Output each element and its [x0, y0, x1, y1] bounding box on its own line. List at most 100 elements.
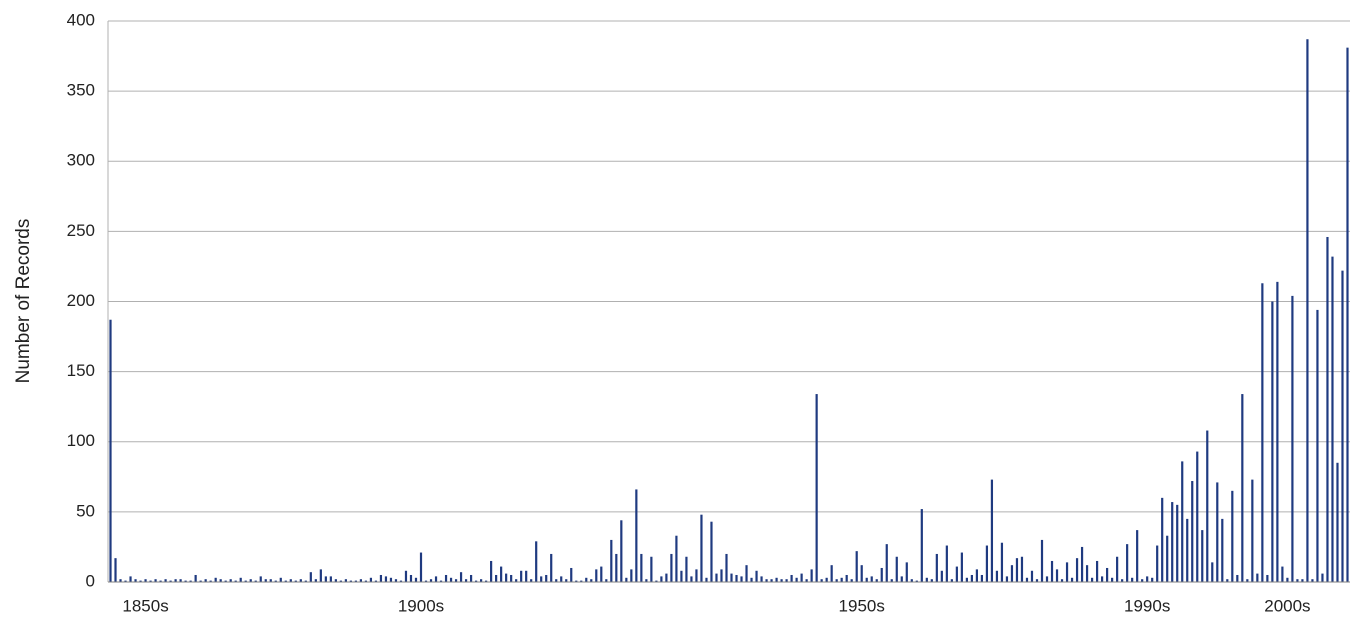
bar [805, 579, 808, 582]
y-tick-label: 150 [67, 361, 95, 380]
bar [1035, 579, 1039, 582]
bar [1281, 566, 1284, 582]
bar [424, 580, 428, 582]
bar [1005, 576, 1009, 582]
bar [464, 579, 468, 582]
bar [485, 580, 488, 582]
bar [1276, 281, 1279, 582]
bar [625, 577, 628, 582]
y-tick-label: 300 [67, 151, 95, 170]
bar [389, 577, 393, 582]
bar [429, 579, 433, 582]
bar [144, 579, 147, 582]
bar [1291, 295, 1294, 582]
bar [1221, 518, 1224, 582]
bar [304, 580, 307, 582]
bar [274, 580, 277, 582]
bar [1161, 497, 1164, 582]
bar [139, 580, 142, 582]
bar [655, 580, 658, 582]
bar [525, 570, 528, 582]
bar [214, 577, 217, 582]
bar [384, 576, 388, 582]
bar [1226, 579, 1229, 582]
bar [439, 580, 443, 582]
bar [324, 576, 327, 582]
bar [505, 573, 508, 582]
bar [775, 577, 778, 582]
bar [930, 579, 933, 582]
bar [1341, 270, 1344, 582]
bar [1201, 530, 1204, 582]
bar [635, 489, 638, 582]
bar [1256, 573, 1259, 582]
bar [459, 572, 463, 582]
bar [1336, 462, 1339, 582]
y-tick-label: 200 [67, 291, 95, 310]
bar [344, 579, 347, 582]
bar [545, 574, 548, 582]
bar [1015, 558, 1019, 582]
bar [490, 560, 493, 582]
bar [249, 579, 252, 582]
bar [164, 579, 167, 582]
bar [114, 558, 117, 582]
bar [174, 579, 177, 582]
bar [1010, 565, 1014, 582]
bar [590, 579, 593, 582]
bar [1101, 576, 1104, 582]
bar [755, 570, 758, 582]
y-tick-label: 0 [86, 571, 95, 590]
bar [1181, 461, 1184, 582]
bar [1000, 542, 1004, 582]
bar [219, 579, 222, 582]
bar [1306, 39, 1309, 583]
bar [995, 570, 999, 582]
bar [980, 574, 984, 582]
bar [845, 574, 848, 582]
bar [1095, 560, 1099, 582]
bar [520, 570, 523, 582]
bar [600, 566, 603, 582]
bar [1141, 579, 1144, 582]
bar [194, 574, 197, 582]
bar [309, 572, 312, 582]
x-tick-label: 1850s [122, 596, 168, 615]
bar [419, 552, 423, 582]
bar [760, 576, 763, 582]
bar [575, 580, 578, 582]
bar [374, 580, 378, 582]
bar [1060, 579, 1064, 582]
bar [329, 576, 332, 582]
bar [369, 577, 373, 582]
bar [1286, 577, 1289, 582]
bar [710, 521, 713, 582]
bar [1241, 394, 1244, 582]
bar [965, 577, 968, 582]
bar [1311, 579, 1314, 582]
bar [1346, 47, 1349, 582]
bar [264, 579, 267, 582]
bar [740, 576, 743, 582]
bar [169, 580, 172, 582]
bar [149, 580, 152, 582]
bar [1151, 577, 1154, 582]
bar [510, 574, 513, 582]
bar [1050, 560, 1054, 582]
bar [204, 579, 207, 582]
bar [535, 541, 538, 582]
bar [665, 573, 668, 582]
bar [850, 579, 853, 582]
bar [1251, 479, 1254, 582]
bar [179, 579, 182, 582]
bar [750, 577, 753, 582]
bar [720, 569, 723, 582]
bar [925, 577, 928, 582]
bar [620, 520, 623, 582]
bar [550, 553, 553, 582]
bar [319, 569, 322, 582]
bar [234, 580, 237, 582]
bar [770, 579, 773, 582]
bar [254, 580, 257, 582]
